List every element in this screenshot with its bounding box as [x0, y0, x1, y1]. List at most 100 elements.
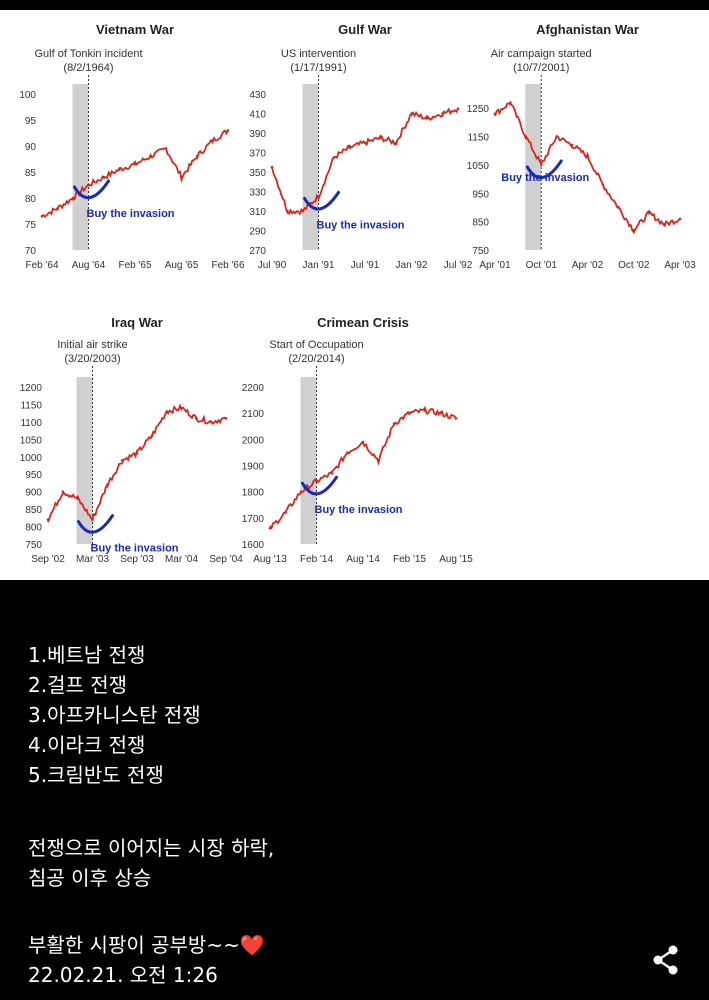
- x-tick-label: Apr '01: [479, 260, 511, 271]
- y-tick-label: 390: [249, 129, 266, 140]
- data-point: [392, 422, 396, 425]
- event-date: (3/20/2003): [64, 353, 120, 365]
- pre-event-shade: [76, 377, 93, 544]
- y-tick-label: 850: [472, 218, 489, 229]
- y-tick-label: 1200: [20, 383, 43, 394]
- buy-label: Buy the invasion: [91, 543, 179, 555]
- timestamp: 22.02.21. 오전 1:26: [28, 963, 218, 987]
- x-tick-label: Feb '14: [300, 554, 333, 565]
- data-point: [317, 195, 320, 198]
- y-tick-label: 90: [25, 142, 37, 153]
- data-point: [524, 135, 528, 138]
- y-tick-label: 1150: [20, 400, 42, 411]
- x-tick-label: Jan '91: [303, 260, 335, 271]
- event-annotation: US intervention: [281, 48, 356, 60]
- data-point: [379, 136, 382, 140]
- chart-title: Vietnam War: [96, 22, 174, 37]
- buy-curve: [303, 190, 340, 211]
- data-point: [226, 129, 230, 132]
- data-point: [102, 175, 106, 179]
- war-list-item-3: 3.아프카니스탄 전쟁: [28, 703, 201, 727]
- war-list-item-1: 1.베트남 전쟁: [28, 643, 146, 667]
- data-point: [441, 112, 444, 115]
- war-list-item-4: 4.이라크 전쟁: [28, 733, 146, 757]
- pre-event-shade: [72, 84, 89, 250]
- top-bar: [0, 0, 709, 10]
- data-point: [361, 440, 365, 444]
- x-tick-label: Mar '04: [165, 554, 198, 565]
- data-point: [348, 146, 351, 149]
- y-tick-label: 950: [25, 470, 42, 481]
- data-point: [120, 458, 124, 462]
- data-point: [555, 135, 558, 138]
- data-point: [346, 451, 349, 454]
- y-tick-label: 1050: [467, 161, 490, 172]
- data-point: [456, 107, 460, 110]
- war-list-item-5: 5.크림반도 전쟁: [28, 763, 164, 787]
- y-tick-label: 1050: [20, 435, 43, 446]
- data-point: [91, 518, 94, 521]
- x-tick-label: Feb '66: [211, 260, 244, 271]
- charts-figure: Vietnam War Gulf of Tonkin incident (8/2/1…: [19, 22, 696, 565]
- y-tick-label: 1700: [242, 514, 265, 525]
- y-tick-label: 430: [249, 90, 266, 101]
- data-point: [195, 155, 199, 158]
- chart-title: Afghanistan War: [536, 22, 639, 37]
- data-point: [330, 472, 334, 475]
- summary-text: 전쟁으로 이어지는 시장 하락, 침공 이후 상승: [28, 833, 274, 893]
- event-date: (8/2/1964): [63, 62, 113, 74]
- data-point: [601, 183, 605, 187]
- buy-curve: [525, 159, 563, 179]
- y-tick-label: 1150: [467, 133, 489, 144]
- y-tick-label: 2000: [242, 435, 265, 446]
- x-tick-label: Mar '03: [76, 554, 109, 565]
- data-point: [87, 183, 90, 187]
- y-tick-label: 350: [249, 168, 266, 179]
- x-tick-label: Feb '64: [25, 260, 58, 271]
- data-point: [586, 155, 589, 158]
- data-point: [617, 206, 620, 209]
- y-tick-label: 410: [249, 110, 266, 121]
- data-point: [332, 156, 336, 159]
- x-tick-label: Oct '01: [526, 260, 558, 271]
- chart-3: Afghanistan War Air campaign started (10/7…: [467, 22, 696, 271]
- data-point: [408, 411, 411, 415]
- data-point: [164, 147, 168, 150]
- series-line: [47, 403, 227, 523]
- data-point: [76, 497, 79, 500]
- y-tick-label: 1100: [20, 418, 42, 429]
- data-point: [195, 417, 198, 420]
- data-point: [149, 155, 152, 158]
- data-point: [211, 139, 214, 143]
- data-point: [165, 410, 168, 413]
- data-point: [363, 141, 367, 145]
- buy-label: Buy the invasion: [317, 219, 405, 231]
- data-point: [410, 112, 413, 115]
- x-tick-label: Aug '15: [439, 554, 473, 565]
- data-point: [454, 417, 458, 420]
- y-tick-label: 1600: [242, 540, 265, 551]
- data-point: [270, 165, 274, 169]
- x-tick-label: Feb '65: [118, 260, 151, 271]
- y-tick-label: 330: [249, 188, 266, 199]
- data-point: [56, 207, 59, 210]
- chart-title: Gulf War: [338, 22, 392, 37]
- event-annotation: Start of Occupation: [269, 339, 363, 351]
- data-point: [71, 196, 75, 200]
- x-tick-label: Oct '02: [618, 260, 650, 271]
- data-point: [301, 209, 305, 213]
- y-tick-label: 75: [25, 220, 37, 231]
- share-button[interactable]: [648, 942, 684, 978]
- data-point: [135, 451, 139, 455]
- x-tick-label: Jul '91: [351, 260, 380, 271]
- chart-image-panel: Vietnam War Gulf of Tonkin incident (8/2/1…: [0, 10, 709, 580]
- summary-line-2: 침공 이후 상승: [28, 866, 152, 890]
- data-point: [632, 228, 636, 232]
- buy-label: Buy the invasion: [87, 208, 175, 220]
- data-point: [180, 175, 183, 179]
- signature-text: 부활한 시팡이 공부방~~: [28, 933, 240, 957]
- chart-5: Crimean Crisis Start of Occupation (2/20/2…: [242, 315, 473, 565]
- y-tick-label: 70: [25, 246, 37, 257]
- data-point: [647, 211, 651, 215]
- data-point: [678, 217, 682, 221]
